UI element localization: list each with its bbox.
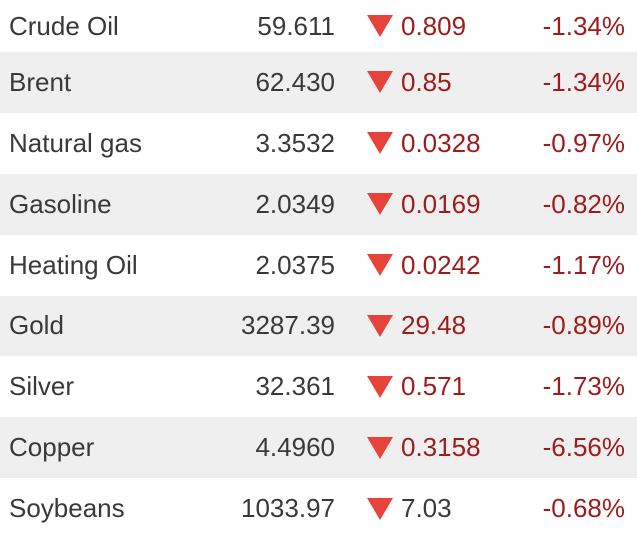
commodity-row[interactable]: Soybeans 1033.97 7.03 -0.68% xyxy=(0,478,637,539)
down-triangle-icon xyxy=(367,375,393,398)
down-triangle-icon xyxy=(367,497,393,520)
change-cell: 0.0169 xyxy=(335,189,525,220)
change-cell: 0.3158 xyxy=(335,432,525,463)
commodity-row[interactable]: Gold 3287.39 29.48 -0.89% xyxy=(0,295,637,357)
down-triangle-icon xyxy=(367,132,393,155)
down-triangle-icon xyxy=(367,436,393,459)
commodity-name: Natural gas xyxy=(9,127,142,158)
change-value: 0.0169 xyxy=(401,188,481,219)
percent-change: -0.97% xyxy=(542,127,625,158)
last-price: 1033.97 xyxy=(241,493,335,524)
change-value: 0.0328 xyxy=(401,127,481,158)
commodity-row[interactable]: Silver 32.361 0.571 -1.73% xyxy=(0,356,637,418)
last-price: 2.0375 xyxy=(255,249,335,280)
down-triangle-icon xyxy=(367,15,393,37)
change-value: 0.809 xyxy=(401,10,467,41)
down-triangle-icon xyxy=(367,314,393,337)
percent-change: -1.34% xyxy=(542,66,625,97)
change-cell: 0.0242 xyxy=(335,250,525,281)
commodity-name: Heating Oil xyxy=(9,249,138,280)
down-triangle-icon xyxy=(367,71,393,94)
last-price: 3287.39 xyxy=(241,310,335,341)
commodity-row[interactable]: Gasoline 2.0349 0.0169 -0.82% xyxy=(0,173,637,235)
percent-change: -1.34% xyxy=(542,10,625,41)
commodity-name: Gasoline xyxy=(9,188,112,219)
commodity-row[interactable]: Copper 4.4960 0.3158 -6.56% xyxy=(0,417,637,479)
change-value: 0.571 xyxy=(401,371,467,402)
down-triangle-icon xyxy=(367,254,393,277)
last-price: 59.611 xyxy=(257,10,335,41)
percent-change: -0.89% xyxy=(542,310,625,341)
change-value: 29.48 xyxy=(401,310,467,341)
commodity-row[interactable]: Heating Oil 2.0375 0.0242 -1.17% xyxy=(0,234,637,296)
change-value: 0.0242 xyxy=(401,249,481,280)
commodity-row[interactable]: Natural gas 3.3532 0.0328 -0.97% xyxy=(0,112,637,174)
commodity-name: Silver xyxy=(9,371,75,402)
last-price: 32.361 xyxy=(255,371,335,402)
change-cell: 0.85 xyxy=(335,67,525,98)
commodity-name: Copper xyxy=(9,432,95,463)
percent-change: -6.56% xyxy=(542,432,625,463)
commodity-name: Gold xyxy=(9,310,64,341)
down-triangle-icon xyxy=(367,193,393,216)
percent-change: -0.82% xyxy=(542,188,625,219)
percent-change: -1.17% xyxy=(542,249,625,280)
last-price: 4.4960 xyxy=(255,432,335,463)
percent-change: -0.68% xyxy=(542,493,625,524)
change-value: 0.3158 xyxy=(401,432,481,463)
change-cell: 0.0328 xyxy=(335,128,525,159)
change-value: 0.85 xyxy=(401,66,452,97)
commodity-name: Soybeans xyxy=(9,493,125,524)
change-cell: 29.48 xyxy=(335,310,525,341)
last-price: 3.3532 xyxy=(255,127,335,158)
commodity-name: Brent xyxy=(9,66,72,97)
last-price: 62.430 xyxy=(255,66,335,97)
last-price: 2.0349 xyxy=(255,188,335,219)
commodity-name: Crude Oil xyxy=(9,10,119,41)
change-value: 7.03 xyxy=(401,493,452,524)
change-cell: 7.03 xyxy=(335,493,525,524)
change-cell: 0.571 xyxy=(335,371,525,402)
percent-change: -1.73% xyxy=(542,371,625,402)
commodity-row[interactable]: Brent 62.430 0.85 -1.34% xyxy=(0,52,637,113)
change-cell: 0.809 xyxy=(335,11,525,42)
commodity-row[interactable]: Crude Oil 59.611 0.809 -1.34% xyxy=(0,0,637,52)
